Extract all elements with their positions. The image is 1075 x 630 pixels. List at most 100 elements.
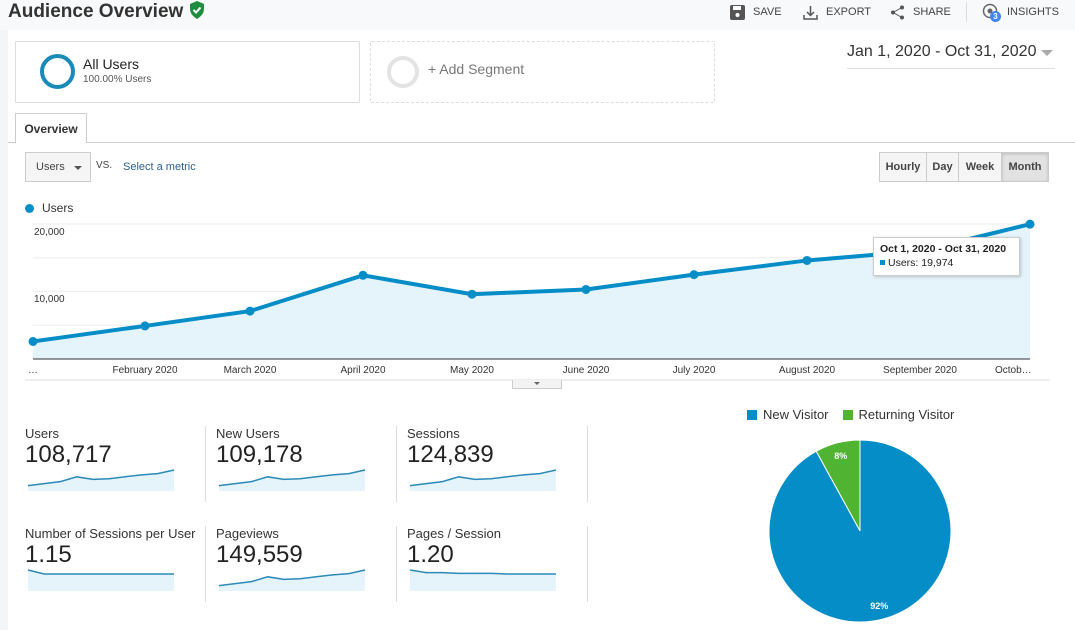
metric-label: Users xyxy=(25,426,59,441)
metric-label: Sessions xyxy=(407,426,460,441)
left-gutter xyxy=(0,30,8,630)
insights-icon: 3 xyxy=(981,3,1001,22)
download-icon xyxy=(803,5,818,20)
month-label: Month xyxy=(1008,161,1042,173)
x-tick-label: Octob… xyxy=(994,365,1032,376)
data-point[interactable] xyxy=(28,336,38,346)
metric-sparkline xyxy=(218,569,366,591)
segment-name: All Users xyxy=(83,56,140,72)
sparkline-line xyxy=(27,469,175,487)
share-button[interactable]: SHARE xyxy=(890,4,951,20)
metric-label: Pageviews xyxy=(216,526,279,541)
metric-pageviews[interactable]: Pageviews 149,559 xyxy=(216,526,396,606)
sparkline-line xyxy=(409,569,556,575)
data-point[interactable] xyxy=(802,255,812,265)
metric-divider xyxy=(587,526,588,602)
sparkline-line xyxy=(218,469,366,487)
sparkline-line xyxy=(218,569,366,587)
metric-sparkline xyxy=(409,469,557,491)
metric-sparkline xyxy=(409,569,556,591)
verified-shield-icon xyxy=(189,1,204,19)
segment-all-users[interactable]: All Users 100.00% Users xyxy=(15,41,360,103)
metric-number-of-sessions-per-user[interactable]: Number of Sessions per User 1.15 xyxy=(25,526,205,606)
chart-collapse-handle[interactable] xyxy=(512,380,562,389)
metric-sparkline xyxy=(218,469,366,491)
metric-dropdown[interactable]: Users xyxy=(25,152,91,182)
pie-label: 92% xyxy=(870,601,888,611)
empty-segment-circle-icon xyxy=(387,56,419,88)
granularity-toggle: Hourly Day Week Month xyxy=(879,152,1049,182)
hourly-button[interactable]: Hourly xyxy=(879,152,927,182)
metric-label: New Users xyxy=(216,426,280,441)
metric-new-users[interactable]: New Users 109,178 xyxy=(216,426,396,506)
save-button[interactable]: SAVE xyxy=(730,4,782,20)
x-tick-label: June 2020 xyxy=(562,365,610,376)
metric-sparkline xyxy=(27,469,175,491)
metric-divider xyxy=(587,426,588,502)
users-line-chart xyxy=(25,219,1050,381)
tooltip-text: Users: 19,974 xyxy=(888,257,954,269)
visitor-pie-chart: 8% 92% xyxy=(768,439,952,623)
share-label: SHARE xyxy=(913,6,951,18)
week-label: Week xyxy=(965,161,995,173)
x-tick-label: September 2020 xyxy=(883,365,957,376)
caret-down-icon xyxy=(534,382,540,385)
sparkline-line xyxy=(27,569,174,575)
top-bar xyxy=(0,0,1075,30)
sparkline-area xyxy=(410,470,556,491)
metric-value: 124,839 xyxy=(407,441,494,468)
sparkline-area xyxy=(219,570,365,591)
metric-value: 109,178 xyxy=(216,441,303,468)
metric-users[interactable]: Users 108,717 xyxy=(25,426,205,506)
metric-value: 149,559 xyxy=(216,541,303,568)
data-point[interactable] xyxy=(140,321,150,331)
legend-dot-icon xyxy=(25,203,34,213)
data-point[interactable] xyxy=(581,284,591,294)
x-tick-label: April 2020 xyxy=(340,365,386,376)
data-point[interactable] xyxy=(245,306,255,316)
pie-legend: New Visitor Returning Visitor xyxy=(747,407,954,422)
week-button[interactable]: Week xyxy=(959,152,1002,182)
legend-returning-visitor: Returning Visitor xyxy=(858,407,955,422)
metric-divider xyxy=(205,426,206,502)
save-label: SAVE xyxy=(753,6,782,18)
pie-label: 8% xyxy=(834,451,847,461)
data-point[interactable] xyxy=(1025,219,1035,229)
date-range-text: Jan 1, 2020 - Oct 31, 2020 xyxy=(847,43,1037,60)
sparkline-area xyxy=(28,570,174,591)
add-segment-button[interactable]: + Add Segment xyxy=(370,41,715,103)
chevron-down-icon xyxy=(1041,50,1053,56)
metric-label: Pages / Session xyxy=(407,526,501,541)
day-label: Day xyxy=(932,161,953,173)
x-tick-label: July 2020 xyxy=(672,365,716,376)
metric-divider xyxy=(396,426,397,502)
insights-button[interactable]: 3 INSIGHTS xyxy=(981,3,1059,22)
data-point[interactable] xyxy=(467,289,477,299)
data-point[interactable] xyxy=(358,270,368,280)
share-icon xyxy=(891,5,904,19)
sparkline-area xyxy=(219,470,365,491)
metric-value: 1.15 xyxy=(25,541,72,568)
data-point[interactable] xyxy=(689,270,699,280)
tooltip-swatch-icon xyxy=(880,260,885,265)
add-segment-label: + Add Segment xyxy=(428,61,525,77)
export-button[interactable]: EXPORT xyxy=(803,4,871,20)
metric-pages-session[interactable]: Pages / Session 1.20 xyxy=(407,526,587,606)
day-button[interactable]: Day xyxy=(927,152,959,182)
metric-value: 108,717 xyxy=(25,441,112,468)
sparkline-area xyxy=(28,470,174,491)
export-label: EXPORT xyxy=(826,6,872,18)
page-title-text: Audience Overview xyxy=(8,1,184,22)
select-metric-link[interactable]: Select a metric xyxy=(123,161,196,173)
metric-divider xyxy=(205,526,206,602)
pie-slice-new[interactable] xyxy=(768,439,952,623)
date-range-picker[interactable]: Jan 1, 2020 - Oct 31, 2020 xyxy=(847,43,1055,69)
legend-label: Users xyxy=(42,201,74,215)
tab-overview[interactable]: Overview xyxy=(15,113,87,143)
x-tick-label: … xyxy=(28,365,38,376)
metric-sessions[interactable]: Sessions 124,839 xyxy=(407,426,587,506)
tab-divider xyxy=(8,142,1075,143)
month-button[interactable]: Month xyxy=(1002,152,1049,182)
tooltip-title: Oct 1, 2020 - Oct 31, 2020 xyxy=(880,243,1007,255)
metric-divider xyxy=(396,526,397,602)
